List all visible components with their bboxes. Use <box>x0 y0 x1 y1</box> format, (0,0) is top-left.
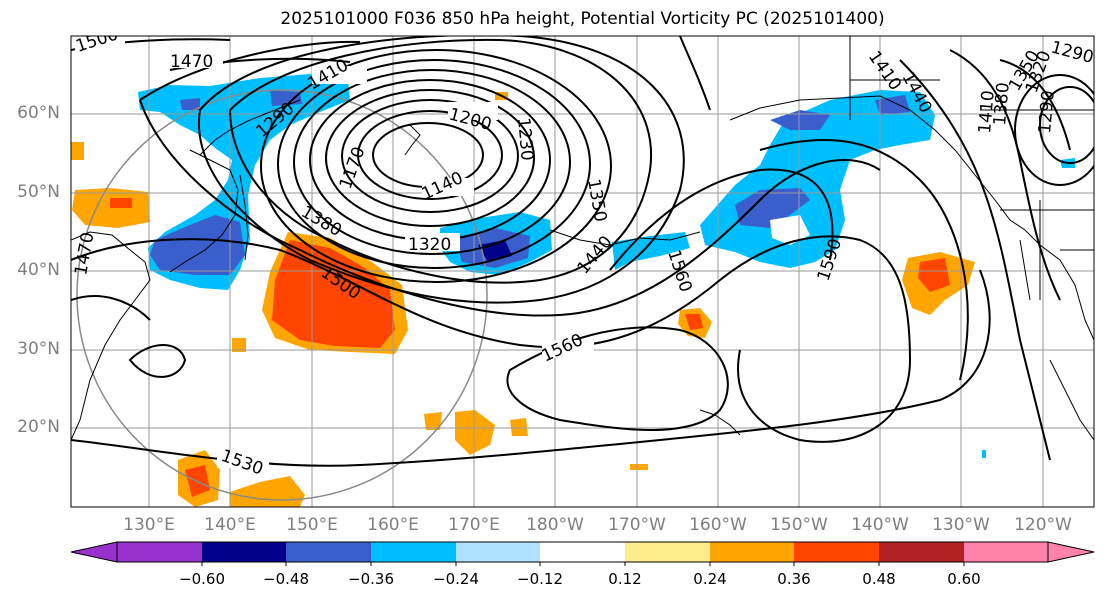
contour-label: 1470 <box>170 52 213 72</box>
colorbar-tick-label: 0.24 <box>693 570 727 588</box>
map-frame <box>70 35 1095 508</box>
lon-label: 140°W <box>851 515 909 535</box>
colorbar-tick-label: −0.36 <box>348 570 394 588</box>
contour-label: 1320 <box>408 235 451 255</box>
lon-label: 130°E <box>123 515 175 535</box>
lon-label: 160°W <box>689 515 747 535</box>
graticule <box>71 36 1094 507</box>
lon-label: 130°W <box>932 515 990 535</box>
colorbar-extend-high <box>1047 541 1095 563</box>
colorbar-tick-label: −0.48 <box>263 570 309 588</box>
contour-label: 1410 <box>975 90 999 135</box>
colorbar-tick-label: 0.36 <box>777 570 811 588</box>
contour-label: 1290 <box>1035 90 1059 135</box>
pv-negative-shading <box>138 74 1075 458</box>
lon-label: 120°W <box>1014 515 1072 535</box>
colorbar-tick-label: 0.48 <box>862 570 896 588</box>
map-title: 2025101000 F036 850 hPa height, Potentia… <box>280 9 885 29</box>
lon-label: 150°W <box>770 515 828 535</box>
colorbar-tick-label: −0.24 <box>433 570 479 588</box>
lon-label: 150°E <box>286 515 338 535</box>
lat-label: 40°N <box>17 260 60 280</box>
lon-label: 170°W <box>608 515 666 535</box>
contour-label: 1380 <box>990 82 1014 127</box>
lat-label: 60°N <box>17 103 60 123</box>
lon-label: 180°W <box>526 515 584 535</box>
lon-label: 160°E <box>367 515 419 535</box>
contour-label: 1230 <box>513 117 537 162</box>
lon-label: 170°E <box>448 515 500 535</box>
range-circle <box>76 89 488 501</box>
lon-label: 140°E <box>204 515 256 535</box>
colorbar-tick-label: −0.12 <box>517 570 563 588</box>
colorbar <box>70 541 1095 566</box>
lat-label: 30°N <box>17 339 60 359</box>
colorbar-extend-low <box>70 541 118 563</box>
lat-label: 50°N <box>17 182 60 202</box>
lat-label: 20°N <box>17 417 60 437</box>
colorbar-tick-label: 0.12 <box>608 570 642 588</box>
pv-positive-shading <box>71 92 975 507</box>
colorbar-tick-label: 0.60 <box>947 570 981 588</box>
colorbar-tick-label: −0.60 <box>179 570 225 588</box>
